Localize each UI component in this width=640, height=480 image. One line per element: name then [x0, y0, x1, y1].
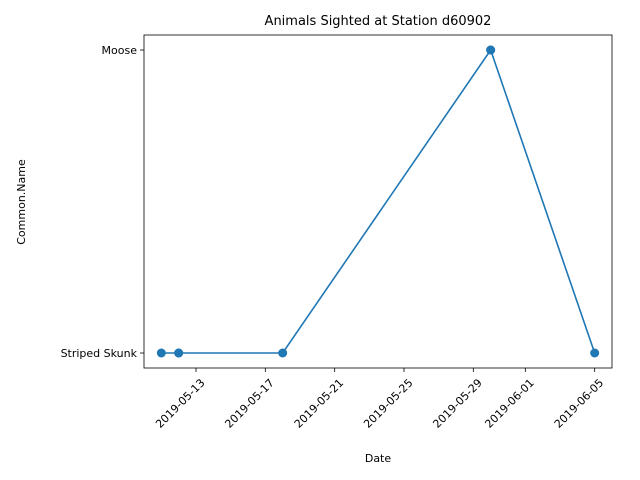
- x-tick-label: 2019-05-29: [430, 376, 484, 430]
- data-point: [486, 45, 496, 55]
- data-point: [590, 348, 600, 358]
- data-point: [156, 348, 166, 358]
- x-axis-label: Date: [365, 452, 392, 465]
- series-line: [161, 48, 596, 354]
- y-tick-label: Striped Skunk: [61, 347, 138, 360]
- plot-frame: [143, 34, 613, 369]
- x-tick-label: 2019-06-05: [552, 376, 606, 430]
- data-point: [174, 348, 184, 358]
- x-tick-label: 2019-05-17: [222, 376, 276, 430]
- data-point: [278, 348, 288, 358]
- x-tick-label: 2019-05-25: [361, 376, 415, 430]
- y-tick-label: Moose: [102, 44, 138, 57]
- x-tick-label: 2019-05-21: [292, 376, 346, 430]
- x-tick-label: 2019-06-01: [482, 376, 536, 430]
- chart-title: Animals Sighted at Station d60902: [265, 14, 492, 29]
- x-tick-label: 2019-05-13: [153, 376, 207, 430]
- y-axis-label: Common.Name: [15, 159, 28, 245]
